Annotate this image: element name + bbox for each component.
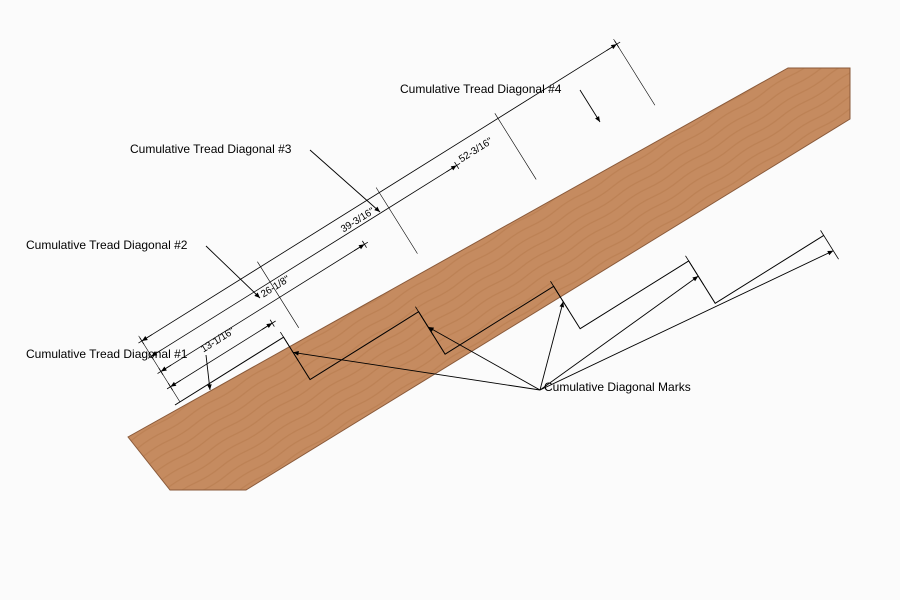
callout-diagonal-4: Cumulative Tread Diagonal #4: [400, 82, 561, 96]
callout-diagonal-2: Cumulative Tread Diagonal #2: [26, 238, 187, 252]
callout-diagonal-1: Cumulative Tread Diagonal #1: [26, 347, 187, 361]
wood-board: [128, 68, 850, 490]
cumulative-marks-label: Cumulative Diagonal Marks: [544, 380, 691, 394]
diagram-stage: Cumulative Tread Diagonal #1 Cumulative T…: [0, 0, 900, 600]
callout-diagonal-3: Cumulative Tread Diagonal #3: [130, 142, 291, 156]
